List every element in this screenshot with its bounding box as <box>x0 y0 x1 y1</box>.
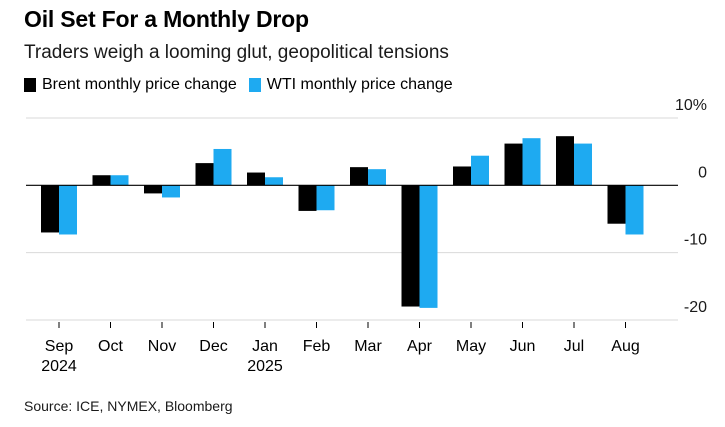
bar-wti <box>471 155 489 186</box>
x-tick-label: Jan <box>252 338 278 355</box>
legend-item-brent: Brent monthly price change <box>24 76 237 94</box>
bar-wti <box>110 175 129 186</box>
legend-label-brent: Brent monthly price change <box>42 76 237 93</box>
bar-wti <box>419 185 438 308</box>
chart-subtitle: Traders weigh a looming glut, geopolitic… <box>24 42 449 63</box>
y-tick-label: 0 <box>698 164 707 181</box>
bar-wti <box>265 177 283 186</box>
bar-brent <box>298 185 317 211</box>
y-tick-label: 10% <box>675 97 707 114</box>
bar-wti <box>213 148 232 186</box>
y-tick-label: -10 <box>684 232 707 249</box>
x-tick-sublabel: 2024 <box>41 358 77 375</box>
bar-wti <box>162 185 180 198</box>
bar-brent <box>556 136 574 186</box>
bar-wti <box>368 169 386 186</box>
x-tick-label: Dec <box>199 338 227 355</box>
bar-brent <box>504 143 523 186</box>
x-tick-label: Feb <box>303 338 331 355</box>
x-tick-label: May <box>456 338 486 355</box>
x-tick-label: Oct <box>98 338 123 355</box>
bar-brent <box>195 163 214 186</box>
x-tick-label: Jun <box>510 338 536 355</box>
bar-wti <box>574 143 592 186</box>
bar-wti <box>316 185 335 211</box>
x-tick-label: Nov <box>148 338 176 355</box>
bar-brent <box>453 166 471 186</box>
bar-brent <box>92 175 111 186</box>
x-tick-sublabel: 2025 <box>247 358 283 375</box>
bar-brent <box>350 167 368 186</box>
bar-brent <box>607 185 626 224</box>
x-tick-label: Aug <box>611 338 639 355</box>
source-note: Source: ICE, NYMEX, Bloomberg <box>24 398 233 414</box>
chart-title: Oil Set For a Monthly Drop <box>24 6 309 32</box>
bar-brent <box>401 185 420 307</box>
x-tick-label: Sep <box>45 338 74 355</box>
x-tick-label: Mar <box>354 338 382 355</box>
x-tick-label: Jul <box>564 338 584 355</box>
bar-brent <box>247 172 265 186</box>
legend-item-wti: WTI monthly price change <box>248 76 453 94</box>
bar-brent <box>144 185 162 194</box>
bar-wti <box>625 185 644 235</box>
legend-swatch-brent <box>24 78 36 92</box>
legend: Brent monthly price change WTI monthly p… <box>24 75 465 95</box>
x-tick-label: Apr <box>407 338 433 355</box>
y-tick-label: -20 <box>684 299 707 316</box>
bar-wti <box>59 185 77 235</box>
bar-wti <box>522 138 541 186</box>
bar-brent <box>41 185 59 233</box>
legend-swatch-wti <box>248 78 261 92</box>
legend-label-wti: WTI monthly price change <box>266 76 453 93</box>
